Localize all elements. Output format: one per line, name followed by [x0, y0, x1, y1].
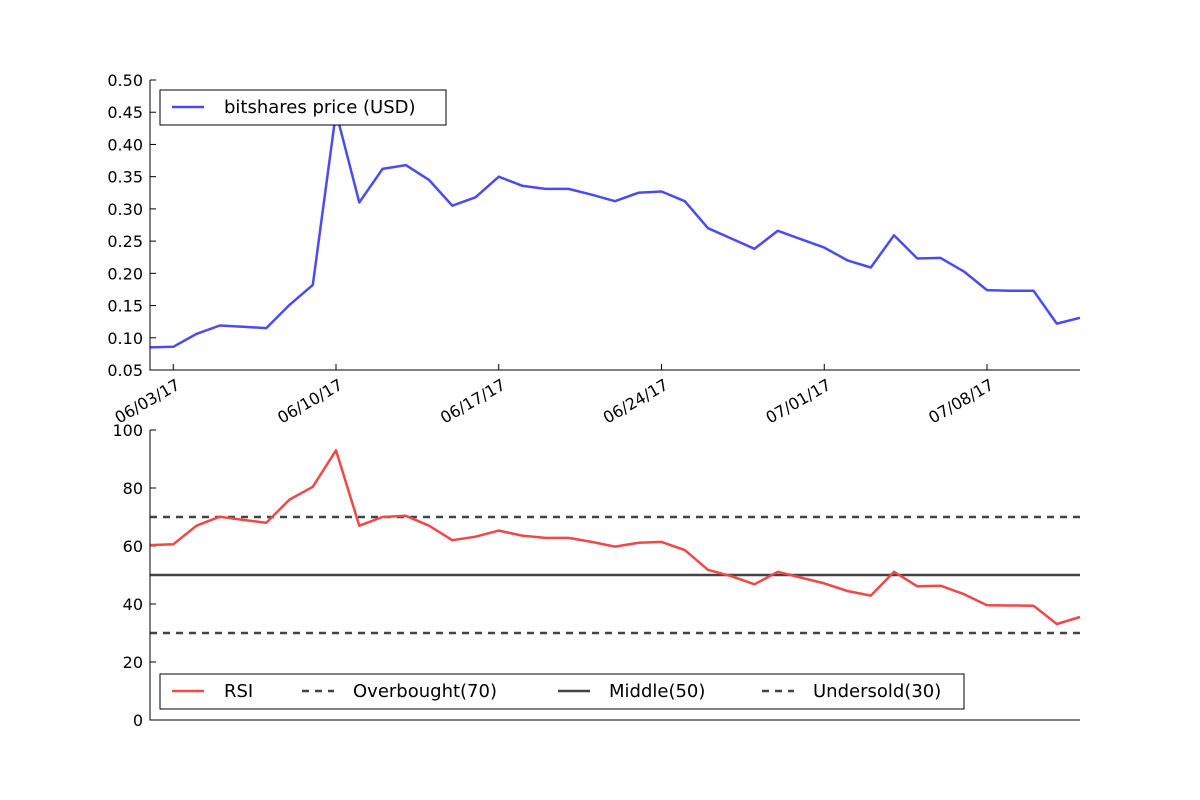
- price-y-tick-label: 0.30: [107, 200, 143, 219]
- rsi-y-ticks: 0 20 40 60 80 100: [112, 421, 156, 730]
- rsi-legend-entry-middle: Middle(50): [558, 681, 705, 702]
- price-y-tick-label: 0.25: [107, 232, 143, 251]
- price-y-tick-label: 0.20: [107, 264, 143, 283]
- rsi-y-tick-label: 40: [123, 595, 143, 614]
- price-y-ticks: 0.05 0.10 0.15 0.20 0.25 0.30 0.35 0.40 0.45 0.50: [107, 71, 156, 380]
- price-y-tick-label: 0.35: [107, 168, 143, 187]
- undersold-legend-label: Undersold(30): [813, 681, 941, 702]
- rsi-series-group: [149, 449, 1081, 635]
- price-legend-label: bitshares price (USD): [224, 97, 416, 118]
- rsi-axis-spines: [149, 430, 1080, 721]
- price-y-tick-label: 0.05: [107, 361, 143, 380]
- price-y-tick-label: 0.15: [107, 297, 143, 316]
- price-y-tick-label: 0.10: [107, 329, 143, 348]
- price-y-tick-label: 0.50: [107, 71, 143, 90]
- middle-legend-label: Middle(50): [609, 681, 705, 702]
- rsi-chart-panel: 0 20 40 60 80 100 RSI Overbought(70) Middle(5…: [112, 421, 1081, 730]
- price-axis-spines: [149, 80, 1080, 371]
- rsi-y-tick-label: 0: [133, 711, 143, 730]
- rsi-y-tick-label: 80: [123, 479, 143, 498]
- rsi-y-tick-label: 60: [123, 537, 143, 556]
- overbought-legend-label: Overbought(70): [353, 681, 497, 702]
- rsi-legend-label: RSI: [224, 681, 253, 702]
- price-legend-box: [159, 89, 447, 126]
- rsi-legend-entry-undersold: Undersold(30): [762, 681, 941, 702]
- rsi-line-rsi: [149, 449, 1081, 626]
- rsi-legend: RSI Overbought(70) Middle(50) Undersold(…: [159, 673, 965, 710]
- price-y-tick-label: 0.40: [107, 135, 143, 154]
- rsi-y-tick-label: 100: [112, 421, 143, 440]
- rsi-y-tick-label: 20: [123, 653, 143, 672]
- price-line-bitshares-price-usd: [149, 110, 1081, 349]
- price-y-tick-label: 0.45: [107, 103, 143, 122]
- price-series-group: [149, 110, 1081, 349]
- price-legend: bitshares price (USD): [159, 89, 447, 126]
- rsi-legend-entry-overbought: Overbought(70): [302, 681, 497, 702]
- rsi-legend-entry-rsi: RSI: [172, 681, 253, 702]
